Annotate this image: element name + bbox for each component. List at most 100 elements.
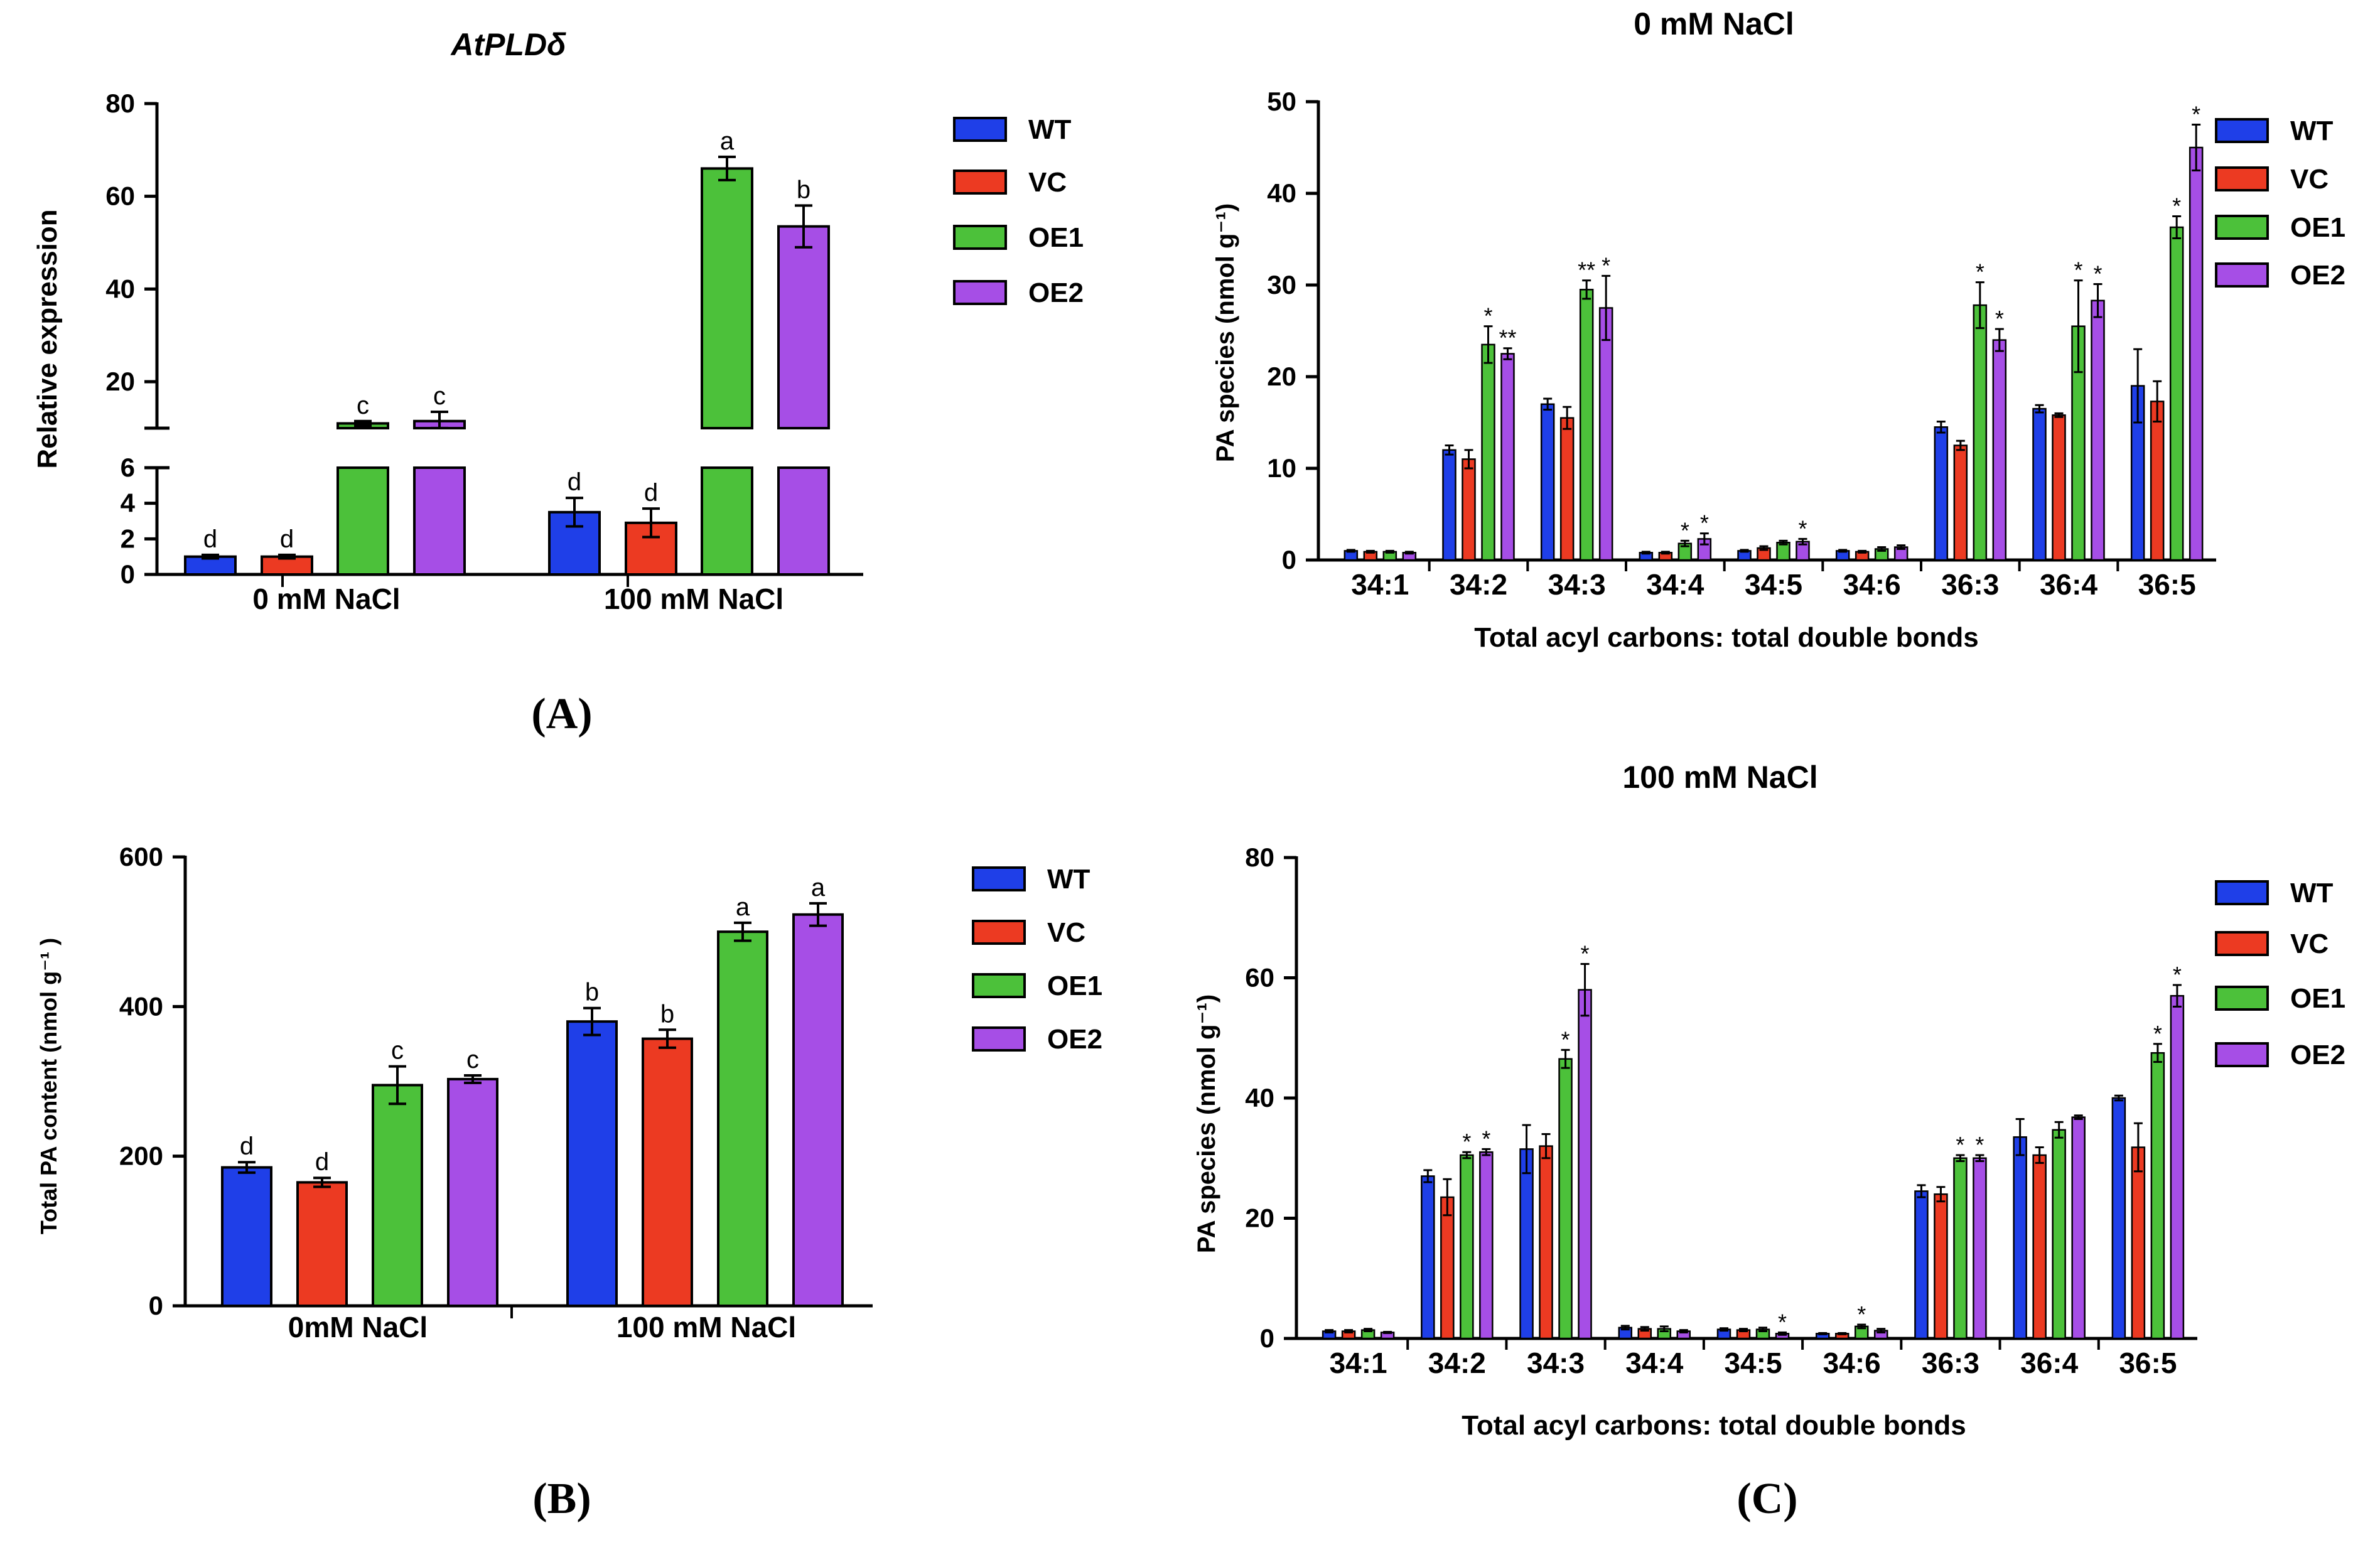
chart-b-sig-letter: c	[391, 1037, 404, 1065]
chart-c1-ytick-label: 20	[1267, 362, 1296, 391]
chart-a-sig-letter: a	[720, 127, 735, 155]
chart-c1-bar-VC	[1462, 458, 1476, 561]
chart-a-sig-letter: d	[203, 525, 217, 553]
chart-c2-xlabel: Total acyl carbons: total double bonds	[1462, 1410, 1966, 1441]
chart-c1-significance-star: *	[1995, 306, 2004, 331]
chart-c1-bars: ***** ** * **** ***	[1343, 102, 2204, 561]
chart-c2-bar-OE1	[2150, 1052, 2165, 1340]
chart-c2-significance-star: *	[1956, 1132, 1964, 1158]
chart-b-bar-WT	[221, 1166, 272, 1307]
chart-c1-significance-star: **	[1499, 325, 1516, 351]
chart-c1-bar-VC	[1953, 444, 1968, 561]
chart-c1-ytick-label: 0	[1282, 545, 1296, 574]
legend-c2-swatch-OE1	[2215, 986, 2269, 1011]
chart-b-bar-OE2	[792, 913, 844, 1307]
chart-c1-title: 0 mM NaCl	[1634, 6, 1794, 41]
chart-c2-xcat-label: 34:4	[1625, 1347, 1683, 1379]
chart-c1-xlabel: Total acyl carbons: total double bonds	[1474, 622, 1978, 653]
chart-a-bar-OE2	[777, 466, 830, 576]
chart-c2-xcat-label: 34:6	[1823, 1347, 1881, 1379]
legend-a-swatch-OE2	[953, 280, 1007, 305]
chart-c2-bar-VC	[2032, 1154, 2047, 1340]
chart-c1-bar-VC	[2052, 414, 2066, 561]
legend-b-label-OE1: OE1	[1047, 971, 1102, 1001]
chart-c1-bar-OE2	[2091, 299, 2105, 561]
chart-a-title: AtPLDδ	[450, 27, 566, 62]
chart-a-bar-OE2	[413, 466, 466, 576]
legend-a-swatch-OE1	[953, 225, 1007, 250]
chart-c1-bar-OE2	[1598, 307, 1613, 561]
chart-c1-bar-OE1	[2169, 226, 2184, 561]
chart-b-bar-VC	[642, 1037, 693, 1307]
chart-b-sig-letter: c	[466, 1046, 479, 1074]
chart-c2-bar-WT	[1519, 1148, 1534, 1340]
chart-a-ytick-label: 40	[105, 274, 135, 303]
chart-c2-xcat-label: 34:2	[1428, 1347, 1486, 1379]
chart-c1-bar-WT	[1442, 449, 1457, 561]
chart-b-ytick-label: 200	[119, 1141, 163, 1171]
chart-b-bar-OE1	[372, 1084, 423, 1308]
legend-b-swatch-VC	[972, 920, 1026, 945]
chart-a-sig-letter: d	[644, 479, 658, 507]
chart-c2-title: 100 mM NaCl	[1622, 760, 1817, 795]
chart-a-ytick-label: 80	[105, 89, 135, 118]
chart-b-bars: d b d b c a c a	[221, 874, 844, 1308]
chart-c1-bar-OE2	[1992, 339, 2007, 561]
chart-c2-bar-OE2	[1973, 1157, 1987, 1340]
panel-label-b: (B)	[532, 1475, 591, 1523]
chart-c1-bar-OE2	[1500, 353, 1515, 561]
chart-b-sig-letter: d	[240, 1133, 254, 1160]
chart-b-sig-letter: a	[811, 874, 826, 902]
chart-c2-significance-star: *	[1482, 1126, 1490, 1151]
chart-b-bar-OE1	[717, 930, 768, 1307]
chart-c1-xcat-label: 34:6	[1843, 568, 1901, 601]
chart-a-xcat-0: 0 mM NaCl	[252, 583, 400, 615]
chart-c2-significance-star: *	[1561, 1026, 1570, 1052]
legend-b-label-OE2: OE2	[1047, 1024, 1102, 1055]
chart-b-bar-OE2	[447, 1077, 498, 1308]
chart-b-sig-letter: b	[585, 979, 599, 1006]
panel-label-a: (A)	[531, 690, 592, 738]
legend-a-swatch-VC	[953, 170, 1007, 195]
chart-c1-xcat-label: 34:2	[1450, 568, 1507, 601]
legend-b-swatch-WT	[972, 866, 1026, 891]
legend-c2-label-OE1: OE1	[2290, 983, 2345, 1014]
chart-a-sig-letter: c	[357, 392, 369, 419]
legend-c1-label-WT: WT	[2290, 116, 2334, 146]
chart-c2-bar-VC	[1539, 1145, 1553, 1340]
chart-c1-xcat-label: 36:4	[2040, 568, 2097, 601]
chart-c2-bar-OE2	[2170, 994, 2185, 1340]
chart-c2-bar-OE1	[1953, 1157, 1968, 1340]
legend-c2-swatch-VC	[2215, 931, 2269, 956]
chart-c1-xcat-label: 34:4	[1646, 568, 1704, 601]
chart-c2-bar-VC	[1440, 1196, 1455, 1340]
legend-c2-swatch-WT	[2215, 880, 2269, 905]
legend-c1-label-OE1: OE1	[2290, 212, 2345, 243]
chart-c2-bar-VC	[1934, 1193, 1948, 1340]
legend-c2-label-VC: VC	[2290, 929, 2329, 959]
panel-label-c: (C)	[1737, 1475, 1797, 1523]
chart-b-sig-letter: b	[660, 1000, 674, 1028]
chart-c2-ylabel: PA species (nmol g⁻¹)	[1193, 994, 1220, 1253]
legend-c2-label-WT: WT	[2290, 878, 2334, 908]
legend-a-swatch-WT	[953, 117, 1007, 142]
chart-b-bar-VC	[296, 1181, 348, 1307]
legend-c2-label-OE2: OE2	[2290, 1040, 2345, 1070]
chart-c1-significance-star: *	[2093, 261, 2102, 287]
chart-c1-bar-OE1	[1579, 289, 1594, 561]
chart-c2-axes: 0 20 40 60 80 34:1 34:2 34:3 34:4 34:5 34:6 36:3 36:…	[1245, 842, 2197, 1379]
chart-c1-xcat-label: 36:5	[2138, 568, 2196, 601]
chart-c1-significance-star: *	[1798, 515, 1807, 541]
chart-b-sig-letter: d	[315, 1148, 329, 1176]
chart-a-ylabel: Relative expression	[32, 209, 63, 468]
legend-c1-swatch-VC	[2215, 166, 2269, 191]
chart-a-ytick-label: 6	[121, 453, 135, 482]
chart-c1-xcat-label: 34:1	[1351, 568, 1409, 601]
chart-c2-significance-star: *	[1975, 1132, 1984, 1158]
chart-c1-bar-WT	[1934, 426, 1949, 561]
chart-b-xcat-0: 0mM NaCl	[288, 1311, 428, 1343]
chart-a-sig-letter: c	[433, 382, 446, 410]
chart-c2: 100 mM NaCl PA species (nmol g⁻¹) Total …	[1193, 760, 2197, 1441]
chart-c1-significance-star: *	[1483, 303, 1492, 329]
chart-a: AtPLDδ Relative expression 0 mM NaCl 100…	[32, 27, 863, 615]
